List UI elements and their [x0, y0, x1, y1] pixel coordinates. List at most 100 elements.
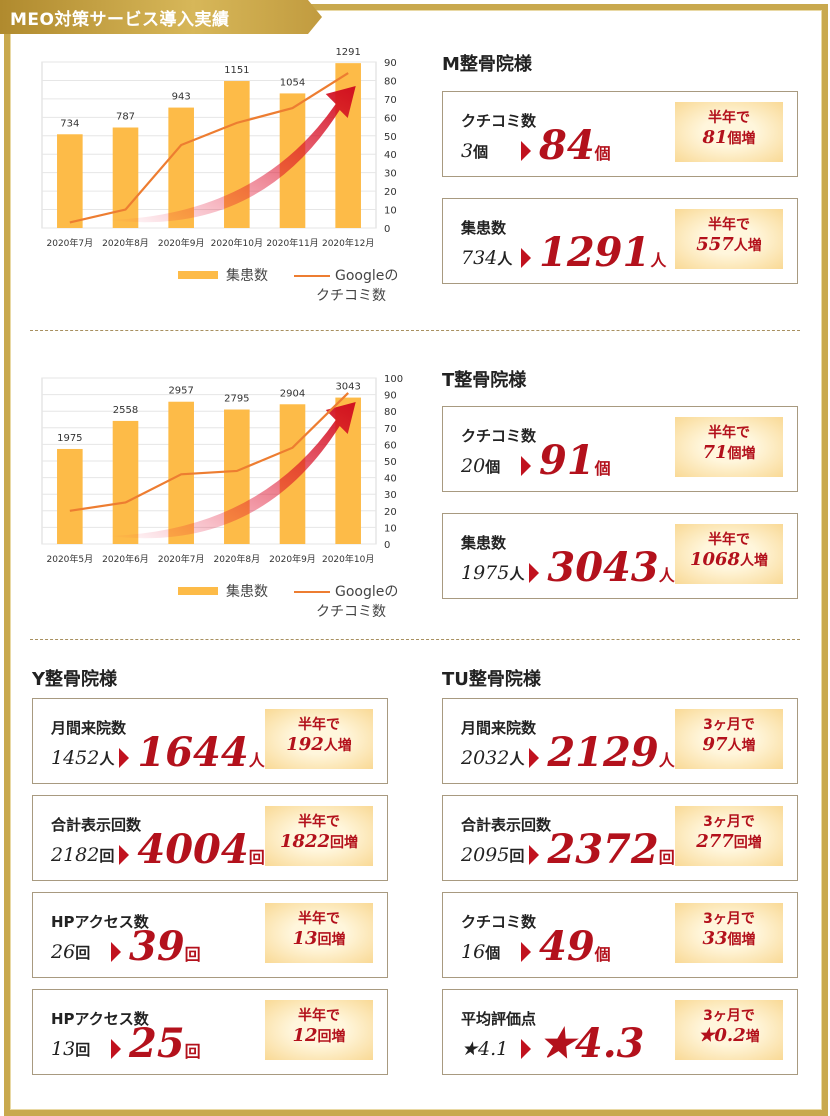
- clinic-name-tu: TU整骨院様: [442, 665, 541, 691]
- right-arrow-icon: [521, 141, 531, 161]
- increase-badge: 半年で 1822回増: [265, 806, 373, 866]
- legend-label: Googleの: [335, 584, 398, 600]
- metric-label: 合計表示回数: [461, 814, 551, 835]
- y-tick-label: 70: [384, 424, 397, 435]
- after-value: 2372回: [547, 826, 674, 873]
- bar: [57, 449, 83, 544]
- metric-card: 集患数 1975人 3043人 半年で 1068人増: [442, 513, 798, 599]
- x-tick-label: 2020年10月: [322, 553, 374, 565]
- after-value: 1291人: [539, 229, 666, 276]
- legend-label: Googleの: [335, 268, 398, 284]
- title-banner: MEO対策サービス導入実績: [0, 0, 322, 34]
- before-value: 2095回: [461, 844, 524, 866]
- clinic-name-t: T整骨院様: [442, 366, 526, 392]
- metric-card: 合計表示回数 2182回 4004回 半年で 1822回増: [32, 795, 388, 881]
- bar-data-label: 1291: [335, 48, 360, 58]
- increase-badge: 半年で 12回増: [265, 1000, 373, 1060]
- right-arrow-icon: [529, 748, 539, 768]
- before-value: ★4.1: [461, 1038, 508, 1060]
- after-value: 39回: [129, 923, 201, 970]
- combo-chart: 010203040506070809010019752020年5月2558202…: [30, 364, 418, 626]
- metric-card: 集患数 734人 1291人 半年で 557人増: [442, 198, 798, 284]
- metric-label: 月間来院数: [461, 717, 536, 738]
- y-tick-label: 90: [384, 58, 397, 69]
- bar-data-label: 2795: [224, 394, 249, 405]
- bar: [224, 410, 250, 544]
- bar-data-label: 943: [172, 92, 191, 103]
- x-tick-label: 2020年9月: [158, 237, 205, 249]
- y-tick-label: 0: [384, 224, 390, 235]
- x-tick-label: 2020年6月: [102, 553, 149, 565]
- before-value: 26回: [51, 941, 90, 963]
- increase-badge: 3ヶ月で 277回増: [675, 806, 783, 866]
- bar-data-label: 734: [60, 118, 79, 129]
- increase-badge: 半年で 71個増: [675, 417, 783, 477]
- x-tick-label: 2020年10月: [211, 237, 263, 249]
- metric-card: 月間来院数 1452人 1644人 半年で 192人増: [32, 698, 388, 784]
- y-tick-label: 60: [384, 440, 397, 451]
- right-arrow-icon: [521, 942, 531, 962]
- legend-swatch-bar: [178, 271, 218, 279]
- right-arrow-icon: [111, 942, 121, 962]
- right-arrow-icon: [529, 845, 539, 865]
- right-arrow-icon: [119, 748, 129, 768]
- y-tick-label: 70: [384, 95, 397, 106]
- y-tick-label: 20: [384, 507, 397, 518]
- x-tick-label: 2020年11月: [266, 237, 318, 249]
- right-arrow-icon: [119, 845, 129, 865]
- metric-card: 平均評価点 ★4.1 ★4.3 3ヶ月で ★0.2増: [442, 989, 798, 1075]
- x-tick-label: 2020年5月: [47, 553, 94, 565]
- before-value: 2032人: [461, 747, 524, 769]
- metric-label: クチコミ数: [461, 911, 536, 932]
- bar-data-label: 2558: [113, 405, 138, 416]
- y-tick-label: 90: [384, 391, 397, 402]
- y-tick-label: 40: [384, 474, 397, 485]
- y-tick-label: 20: [384, 187, 397, 198]
- metric-card: HPアクセス数 13回 25回 半年で 12回増: [32, 989, 388, 1075]
- bar-data-label: 2904: [280, 388, 305, 399]
- y-tick-label: 10: [384, 206, 397, 217]
- after-value: 3043人: [547, 544, 674, 591]
- x-tick-label: 2020年7月: [158, 553, 205, 565]
- bar-data-label: 1151: [224, 65, 249, 76]
- after-value: 1644人: [137, 729, 264, 776]
- before-value: 734人: [461, 247, 512, 269]
- before-value: 20個: [461, 455, 500, 477]
- x-tick-label: 2020年8月: [214, 553, 261, 565]
- bar-data-label: 2957: [168, 386, 193, 397]
- increase-badge: 半年で 13回増: [265, 903, 373, 963]
- right-arrow-icon: [521, 456, 531, 476]
- section-divider: [30, 639, 800, 640]
- bar: [335, 63, 361, 228]
- right-arrow-icon: [521, 248, 531, 268]
- y-tick-label: 50: [384, 132, 397, 143]
- metric-label: 平均評価点: [461, 1008, 536, 1029]
- y-tick-label: 30: [384, 490, 397, 501]
- x-tick-label: 2020年9月: [269, 553, 316, 565]
- page-title: MEO対策サービス導入実績: [10, 5, 229, 30]
- bar: [113, 421, 139, 544]
- bar-data-label: 1054: [280, 77, 305, 88]
- metric-card: クチコミ数 3個 84個 半年で 81個増: [442, 91, 798, 177]
- bar: [113, 128, 139, 228]
- legend-label: 集患数: [226, 583, 268, 600]
- after-value: 4004回: [137, 826, 264, 873]
- x-tick-label: 2020年7月: [47, 237, 94, 249]
- bar-data-label: 787: [116, 112, 135, 123]
- metric-label: 合計表示回数: [51, 814, 141, 835]
- after-value: 84個: [539, 122, 611, 169]
- before-value: 2182回: [51, 844, 114, 866]
- legend-label: クチコミ数: [316, 604, 386, 620]
- y-tick-label: 30: [384, 169, 397, 180]
- metric-label: クチコミ数: [461, 425, 536, 446]
- increase-badge: 半年で 1068人増: [675, 524, 783, 584]
- bar-data-label: 1975: [57, 433, 82, 444]
- metric-card: クチコミ数 20個 91個 半年で 71個増: [442, 406, 798, 492]
- y-tick-label: 50: [384, 457, 397, 468]
- y-tick-label: 100: [384, 374, 403, 385]
- metric-label: クチコミ数: [461, 110, 536, 131]
- right-arrow-icon: [521, 1039, 531, 1059]
- x-tick-label: 2020年8月: [102, 237, 149, 249]
- after-value: ★4.3: [539, 1020, 644, 1067]
